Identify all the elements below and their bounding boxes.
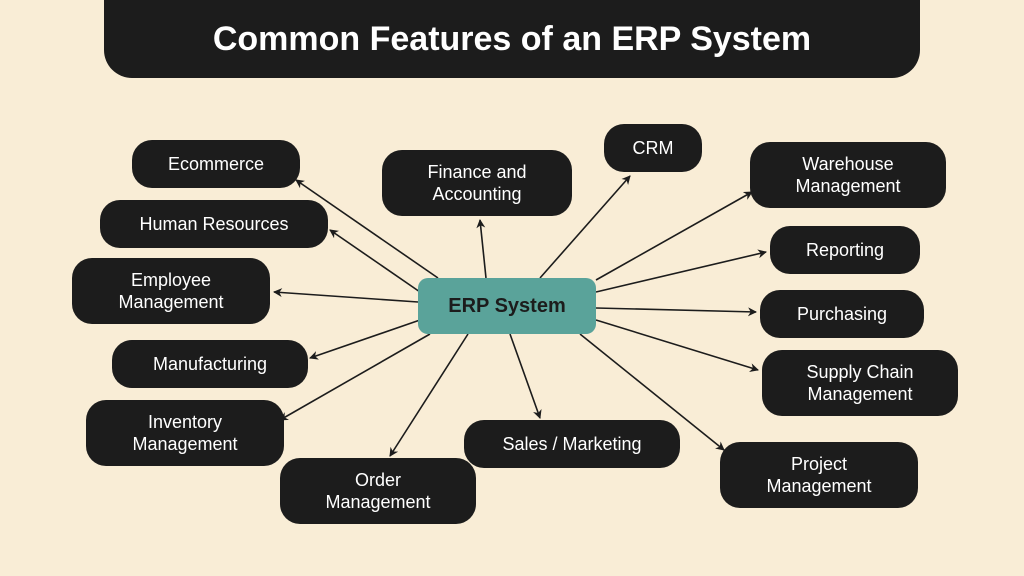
feature-manufacturing: Manufacturing — [112, 340, 308, 388]
arrow-finance — [480, 220, 486, 278]
center-node: ERP System — [418, 278, 596, 334]
arrow-supply-chain — [596, 320, 758, 370]
feature-crm: CRM — [604, 124, 702, 172]
feature-warehouse: WarehouseManagement — [750, 142, 946, 208]
feature-label: ProjectManagement — [766, 453, 871, 498]
arrow-warehouse — [596, 192, 752, 280]
arrow-hr — [330, 230, 420, 292]
center-label: ERP System — [448, 295, 565, 318]
feature-supply-chain: Supply ChainManagement — [762, 350, 958, 416]
feature-hr: Human Resources — [100, 200, 328, 248]
feature-sales: Sales / Marketing — [464, 420, 680, 468]
feature-label: Purchasing — [797, 303, 887, 326]
feature-label: Ecommerce — [168, 153, 264, 176]
feature-label: Manufacturing — [153, 353, 267, 376]
feature-label: Finance andAccounting — [427, 161, 526, 206]
title-text: Common Features of an ERP System — [213, 20, 811, 59]
diagram-canvas: Common Features of an ERP System ERP Sys… — [0, 0, 1024, 576]
feature-order-mgmt: OrderManagement — [280, 458, 476, 524]
feature-purchasing: Purchasing — [760, 290, 924, 338]
arrow-employee-mgmt — [274, 292, 418, 302]
feature-employee-mgmt: EmployeeManagement — [72, 258, 270, 324]
arrow-order-mgmt — [390, 334, 468, 456]
title-banner: Common Features of an ERP System — [104, 0, 920, 78]
feature-ecommerce: Ecommerce — [132, 140, 300, 188]
arrow-reporting — [596, 252, 766, 292]
feature-inventory: InventoryManagement — [86, 400, 284, 466]
arrow-manufacturing — [310, 320, 420, 358]
arrow-purchasing — [596, 308, 756, 312]
feature-finance: Finance andAccounting — [382, 150, 572, 216]
arrow-sales — [510, 334, 540, 418]
feature-label: Sales / Marketing — [502, 433, 641, 456]
feature-label: Supply ChainManagement — [806, 361, 913, 406]
feature-label: CRM — [633, 137, 674, 160]
feature-label: WarehouseManagement — [795, 153, 900, 198]
feature-label: OrderManagement — [325, 469, 430, 514]
feature-label: Reporting — [806, 239, 884, 262]
feature-reporting: Reporting — [770, 226, 920, 274]
feature-label: EmployeeManagement — [118, 269, 223, 314]
feature-project-mgmt: ProjectManagement — [720, 442, 918, 508]
feature-label: Human Resources — [139, 213, 288, 236]
feature-label: InventoryManagement — [132, 411, 237, 456]
